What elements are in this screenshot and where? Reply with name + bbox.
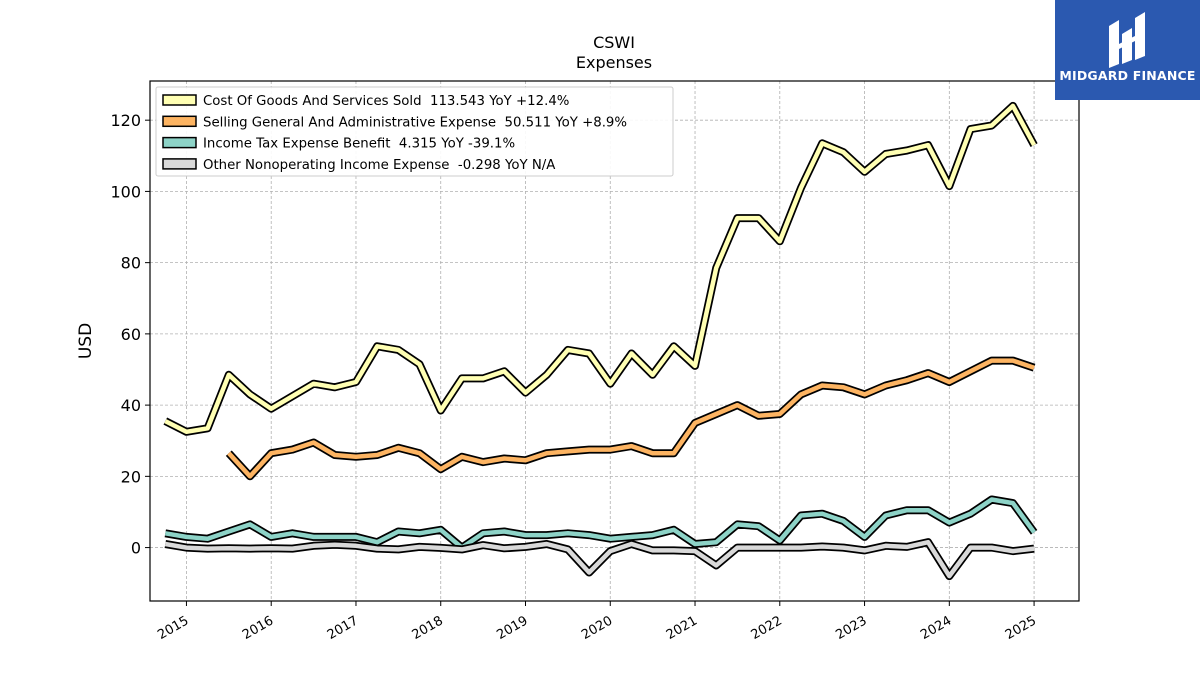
y-tick-label: 20 (121, 467, 141, 486)
series-line-0 (164, 103, 1037, 435)
y-tick-label: 0 (131, 539, 141, 558)
y-tick-label: 40 (121, 396, 141, 415)
x-tick-label: 2015 (155, 613, 191, 643)
y-axis-ticks: 0 20 40 60 80 100 120 (110, 111, 150, 558)
x-tick-label: 2024 (918, 613, 954, 643)
series-line-outline-2 (164, 495, 1038, 552)
y-tick-label: 80 (121, 254, 141, 273)
legend-entry-0: Cost Of Goods And Services Sold 113.543 … (203, 94, 569, 109)
legend-entry-3: Other Nonoperating Income Expense -0.298… (203, 158, 555, 173)
legend-swatch-2 (162, 136, 197, 149)
plot-frame (149, 80, 1080, 602)
brand-mark-icon (1109, 12, 1145, 68)
series-line-1 (227, 358, 1035, 479)
series-line-3 (164, 539, 1035, 579)
legend-swatch-3 (162, 158, 197, 170)
x-tick-label: 2022 (749, 613, 785, 643)
x-tick-label: 2017 (325, 613, 361, 643)
chart-subtitle: Expenses (576, 53, 652, 72)
series-line-2 (164, 497, 1036, 550)
x-tick-label: 2019 (494, 613, 530, 643)
legend-entry-1: Selling General And Administrative Expen… (203, 115, 627, 130)
y-tick-label: 60 (121, 325, 141, 344)
legend: Cost Of Goods And Services Sold 113.543 … (155, 86, 674, 177)
legend-entry-2: Income Tax Expense Benefit 4.315 YoY -39… (203, 137, 515, 152)
y-tick-label: 120 (110, 111, 141, 130)
legend-swatch-1 (162, 115, 197, 128)
x-axis-ticks: 2015 2016 2017 2018 2019 2020 2021 2022 2023 2024… (155, 601, 1039, 643)
chart-title: CSWI (593, 33, 635, 52)
series-lines (163, 101, 1038, 581)
x-tick-label: 2016 (240, 613, 276, 643)
brand-name: MIDGARD FINANCE (1059, 68, 1196, 83)
x-tick-label: 2021 (664, 613, 700, 643)
y-tick-label: 100 (110, 182, 141, 201)
legend-box (155, 86, 674, 177)
y-axis-label: USD (76, 323, 96, 359)
legend-swatch-0 (162, 94, 197, 106)
brand-logo: MIDGARD FINANCE (1055, 0, 1200, 100)
x-tick-label: 2020 (579, 613, 615, 643)
x-tick-label: 2025 (1003, 613, 1039, 643)
x-tick-label: 2018 (410, 613, 446, 643)
x-tick-label: 2023 (833, 613, 869, 643)
